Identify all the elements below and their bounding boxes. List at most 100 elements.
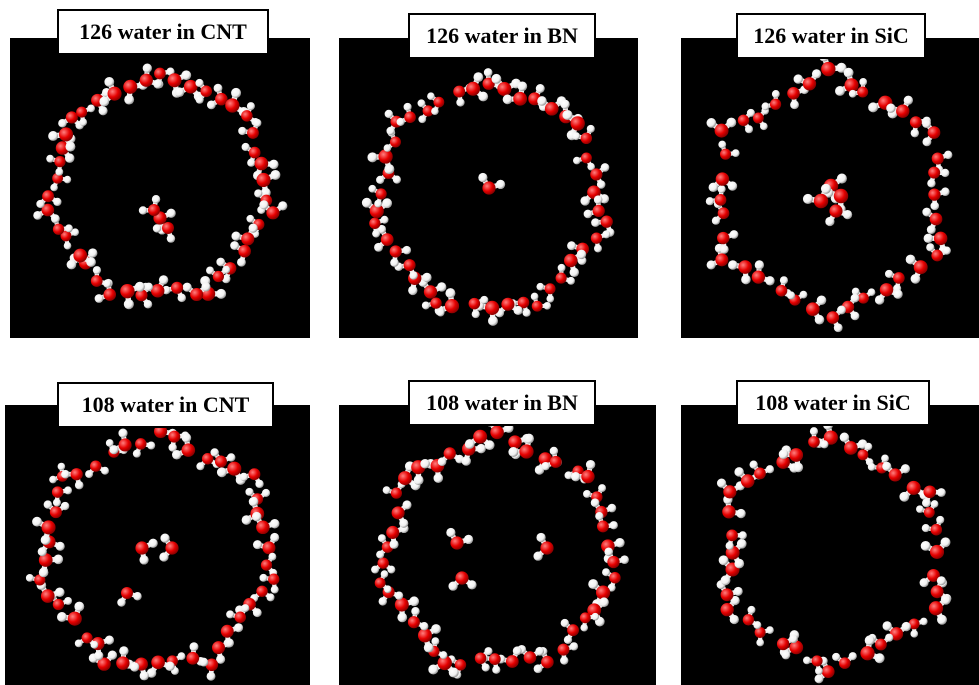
panel-108-bn bbox=[339, 405, 656, 685]
water-molecule bbox=[922, 207, 943, 235]
water-molecule bbox=[705, 185, 727, 206]
water-molecule bbox=[718, 140, 740, 160]
water-molecule bbox=[446, 527, 474, 550]
water-molecule bbox=[239, 468, 264, 489]
water-molecule bbox=[231, 223, 258, 246]
water-molecule bbox=[826, 305, 846, 333]
water-molecule bbox=[886, 95, 913, 118]
water-molecule bbox=[466, 72, 489, 102]
water-molecule bbox=[116, 646, 140, 672]
water-molecule bbox=[139, 63, 163, 89]
water-molecule bbox=[752, 106, 770, 131]
water-molecule bbox=[117, 587, 142, 607]
water-molecule bbox=[226, 604, 250, 623]
water-molecule bbox=[564, 249, 587, 278]
water-molecule bbox=[537, 96, 567, 116]
water-molecule bbox=[36, 190, 62, 209]
water-molecule bbox=[590, 163, 610, 189]
panel-108-sic bbox=[681, 405, 979, 685]
water-molecule bbox=[474, 647, 493, 672]
water-molecule bbox=[502, 81, 528, 106]
water-molecule bbox=[428, 655, 459, 678]
water-molecule bbox=[195, 78, 213, 104]
water-molecule bbox=[776, 634, 798, 660]
water-molecule bbox=[85, 460, 109, 479]
water-molecule bbox=[252, 532, 280, 555]
water-molecule bbox=[835, 67, 859, 96]
water-molecule bbox=[884, 269, 905, 293]
water-molecule bbox=[573, 152, 595, 171]
panel-126-sic bbox=[681, 38, 979, 338]
water-molecule bbox=[706, 117, 737, 138]
water-molecule bbox=[908, 617, 928, 638]
water-molecule bbox=[749, 460, 775, 480]
water-molecule bbox=[394, 259, 418, 280]
water-molecule bbox=[186, 642, 209, 667]
water-molecule bbox=[61, 468, 84, 490]
water-molecule bbox=[253, 156, 279, 181]
panel-126-bn bbox=[339, 38, 638, 338]
molecular-render-126-cnt bbox=[33, 63, 288, 310]
water-molecule bbox=[579, 612, 600, 632]
water-molecule bbox=[38, 553, 64, 578]
water-molecule bbox=[260, 552, 278, 577]
water-molecule bbox=[916, 500, 939, 518]
water-molecule bbox=[418, 277, 447, 299]
water-molecule bbox=[407, 607, 429, 631]
water-molecule bbox=[259, 573, 280, 594]
panel-108-cnt bbox=[5, 405, 310, 685]
water-molecule bbox=[928, 187, 950, 211]
water-molecule bbox=[775, 276, 796, 300]
water-molecule bbox=[43, 500, 70, 519]
water-molecule bbox=[167, 70, 192, 98]
water-molecule bbox=[604, 547, 629, 569]
water-molecule bbox=[583, 484, 607, 503]
water-molecule bbox=[926, 243, 951, 262]
water-molecule bbox=[259, 200, 288, 220]
water-molecule bbox=[389, 245, 412, 267]
water-molecule bbox=[595, 512, 618, 533]
water-molecule bbox=[602, 568, 621, 592]
water-molecule bbox=[787, 85, 809, 110]
water-molecule bbox=[374, 570, 392, 594]
water-molecule bbox=[754, 626, 774, 647]
water-molecule bbox=[216, 461, 246, 485]
molecular-render-126-sic bbox=[705, 51, 953, 333]
water-molecule bbox=[778, 448, 804, 473]
water-molecule bbox=[508, 296, 531, 317]
water-molecule bbox=[761, 90, 782, 111]
water-molecule bbox=[60, 228, 80, 250]
label-126-cnt: 126 water in CNT bbox=[57, 9, 269, 55]
water-molecule bbox=[88, 650, 118, 671]
water-molecule bbox=[725, 529, 747, 550]
water-molecule bbox=[250, 585, 275, 603]
label-108-cnt: 108 water in CNT bbox=[57, 382, 274, 428]
water-molecule bbox=[394, 596, 420, 623]
water-molecule bbox=[396, 102, 416, 126]
water-molecule bbox=[109, 428, 132, 455]
water-molecule bbox=[182, 282, 211, 302]
water-molecule bbox=[90, 266, 112, 288]
water-molecule bbox=[138, 194, 161, 216]
water-molecule bbox=[722, 494, 746, 519]
water-molecule bbox=[58, 111, 84, 130]
water-molecule bbox=[557, 642, 579, 665]
water-molecule bbox=[428, 637, 448, 660]
water-molecule bbox=[572, 124, 595, 145]
water-molecule bbox=[931, 150, 953, 174]
water-molecule bbox=[196, 453, 221, 471]
water-molecule bbox=[805, 295, 827, 325]
water-molecule bbox=[46, 154, 66, 176]
water-molecule bbox=[708, 172, 738, 193]
water-molecule bbox=[368, 184, 387, 208]
water-molecule bbox=[536, 282, 556, 303]
water-molecule bbox=[99, 76, 122, 107]
water-molecule bbox=[734, 467, 764, 488]
water-molecule bbox=[920, 537, 951, 559]
water-molecule bbox=[793, 69, 822, 91]
water-molecule bbox=[468, 295, 489, 319]
water-molecule bbox=[825, 204, 853, 227]
water-molecule bbox=[590, 230, 611, 253]
water-molecule bbox=[882, 461, 911, 482]
water-molecule bbox=[421, 297, 445, 317]
